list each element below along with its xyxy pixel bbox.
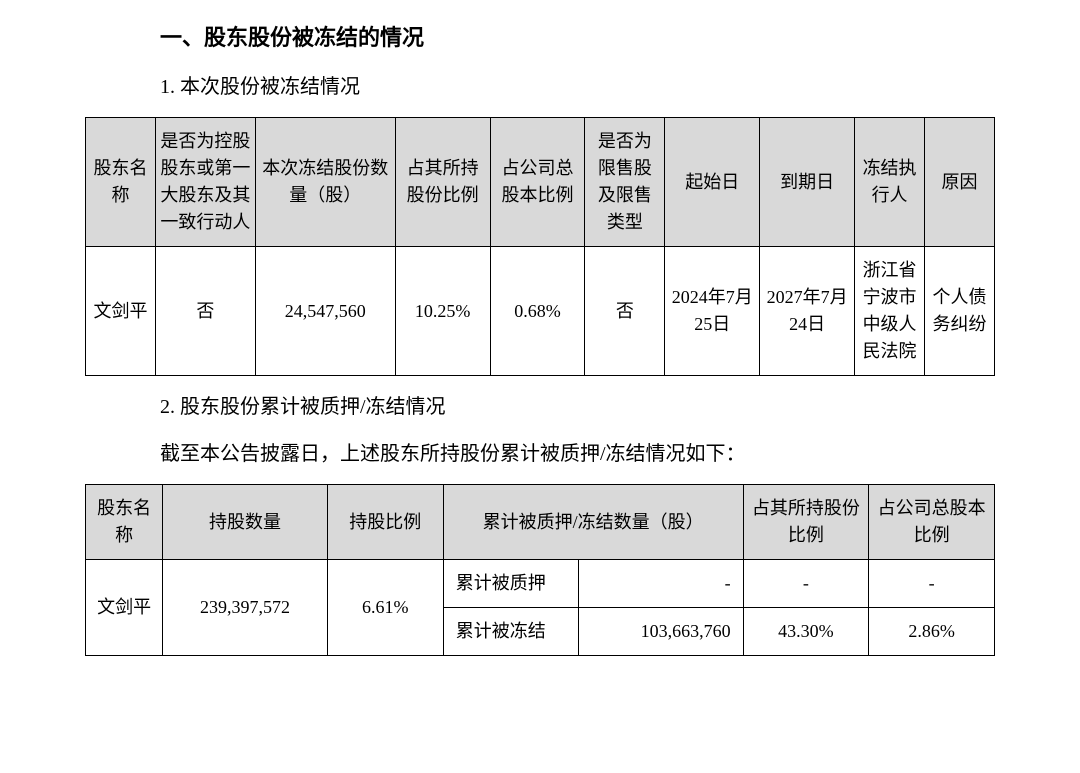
cell-executor: 浙江省宁波市中级人民法院	[855, 247, 925, 376]
section-heading: 一、股东股份被冻结的情况	[85, 20, 995, 52]
col-shareholder-name: 股东名称	[86, 485, 163, 560]
cell-pct-held: 10.25%	[395, 247, 490, 376]
cell-frozen-pct-held: 43.30%	[743, 608, 869, 656]
cell-start-date: 2024年7月25日	[665, 247, 760, 376]
col-pct-held: 占其所持股份比例	[743, 485, 869, 560]
col-is-controlling: 是否为控股股东或第一大股东及其一致行动人	[155, 118, 255, 247]
sub-heading-2: 2. 股东股份累计被质押/冻结情况	[85, 390, 995, 419]
col-pct-total: 占公司总股本比例	[869, 485, 995, 560]
cell-frozen-qty: 103,663,760	[579, 608, 743, 656]
col-frozen-qty: 本次冻结股份数量（股）	[255, 118, 395, 247]
cell-name: 文剑平	[86, 560, 163, 656]
cell-holding-pct: 6.61%	[327, 560, 443, 656]
cell-pledged-pct-total: -	[869, 560, 995, 608]
table-row: 文剑平 否 24,547,560 10.25% 0.68% 否 2024年7月2…	[86, 247, 995, 376]
body-line: 截至本公告披露日，上述股东所持股份累计被质押/冻结情况如下：	[85, 437, 995, 466]
cell-frozen-pct-total: 2.86%	[869, 608, 995, 656]
cell-pledged-qty: -	[579, 560, 743, 608]
cell-is-restricted: 否	[585, 247, 665, 376]
cell-frozen-qty: 24,547,560	[255, 247, 395, 376]
col-start-date: 起始日	[665, 118, 760, 247]
table-frozen-this-time: 股东名称 是否为控股股东或第一大股东及其一致行动人 本次冻结股份数量（股） 占其…	[85, 117, 995, 376]
col-pct-total: 占公司总股本比例	[490, 118, 585, 247]
col-cumulative-qty: 累计被质押/冻结数量（股）	[443, 485, 743, 560]
col-shareholder-name: 股东名称	[86, 118, 156, 247]
cell-pledged-pct-held: -	[743, 560, 869, 608]
table-header-row: 股东名称 持股数量 持股比例 累计被质押/冻结数量（股） 占其所持股份比例 占公…	[86, 485, 995, 560]
col-reason: 原因	[925, 118, 995, 247]
col-holding-pct: 持股比例	[327, 485, 443, 560]
cell-pledged-label: 累计被质押	[443, 560, 578, 608]
cell-reason: 个人债务纠纷	[925, 247, 995, 376]
cell-frozen-label: 累计被冻结	[443, 608, 578, 656]
col-end-date: 到期日	[760, 118, 855, 247]
col-shares-held: 持股数量	[163, 485, 327, 560]
cell-pct-total: 0.68%	[490, 247, 585, 376]
cell-shares-held: 239,397,572	[163, 560, 327, 656]
sub-heading-1: 1. 本次股份被冻结情况	[85, 70, 995, 99]
cell-name: 文剑平	[86, 247, 156, 376]
table-cumulative-pledge-freeze: 股东名称 持股数量 持股比例 累计被质押/冻结数量（股） 占其所持股份比例 占公…	[85, 484, 995, 656]
cell-end-date: 2027年7月24日	[760, 247, 855, 376]
cell-is-controlling: 否	[155, 247, 255, 376]
col-pct-held: 占其所持股份比例	[395, 118, 490, 247]
col-is-restricted: 是否为限售股及限售类型	[585, 118, 665, 247]
table-header-row: 股东名称 是否为控股股东或第一大股东及其一致行动人 本次冻结股份数量（股） 占其…	[86, 118, 995, 247]
table-row: 文剑平 239,397,572 6.61% 累计被质押 - - -	[86, 560, 995, 608]
col-executor: 冻结执行人	[855, 118, 925, 247]
